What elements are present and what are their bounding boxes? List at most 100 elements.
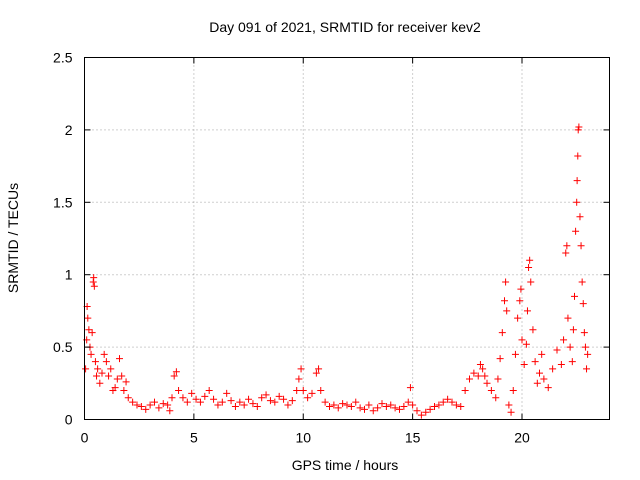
data-point (315, 365, 323, 373)
data-point (557, 360, 565, 368)
data-point (474, 372, 482, 380)
data-point (166, 407, 174, 415)
data-point (356, 404, 364, 412)
data-point (571, 292, 578, 300)
data-point (124, 394, 132, 402)
data-point (330, 401, 338, 409)
data-point (382, 402, 390, 410)
data-point (476, 360, 484, 368)
data-point (321, 398, 329, 406)
data-point (483, 379, 491, 387)
data-point (417, 411, 425, 419)
data-point (540, 375, 548, 383)
data-point (116, 355, 123, 363)
data-point (498, 329, 506, 337)
data-point (509, 387, 517, 395)
data-point (365, 401, 373, 409)
data-point (102, 358, 110, 366)
data-point (205, 387, 213, 395)
data-point (343, 401, 351, 409)
data-point (522, 340, 530, 348)
data-point (511, 350, 519, 358)
data-point (183, 398, 191, 406)
data-point (84, 314, 92, 322)
data-point (531, 358, 539, 366)
data-point (505, 401, 513, 409)
data-point (544, 384, 552, 392)
data-point (526, 256, 534, 264)
data-point (404, 398, 412, 406)
data-point (288, 397, 296, 405)
data-point (129, 398, 137, 406)
y-axis-label: SRMTID / TECUs (5, 183, 21, 293)
data-point (245, 395, 253, 403)
data-point (105, 372, 113, 380)
data-point (387, 401, 395, 409)
data-point (523, 307, 531, 315)
x-tick-label: 0 (81, 430, 89, 446)
data-point (374, 404, 382, 412)
data-point (85, 326, 93, 334)
data-point (579, 300, 587, 308)
data-point (573, 177, 581, 185)
data-point (507, 408, 515, 416)
data-point (87, 350, 95, 358)
data-point (518, 336, 526, 344)
data-point (576, 213, 584, 221)
data-point (496, 355, 504, 363)
data-point (577, 242, 585, 250)
data-point (90, 274, 98, 282)
data-point (461, 387, 469, 395)
data-point (113, 375, 121, 383)
data-point (560, 336, 568, 344)
data-point (196, 398, 204, 406)
data-point (304, 394, 312, 402)
data-point (155, 404, 163, 412)
data-point (82, 365, 90, 373)
data-point (435, 401, 443, 409)
data-point (175, 387, 183, 395)
data-point (369, 407, 377, 415)
data-point (297, 365, 305, 373)
data-point (581, 343, 589, 351)
y-tick-label: 2 (65, 122, 73, 138)
data-point (361, 405, 368, 413)
data-point (111, 384, 119, 392)
data-point (564, 314, 572, 322)
data-point (444, 395, 452, 403)
data-point (457, 402, 465, 410)
data-point (538, 350, 546, 358)
data-point (553, 346, 561, 354)
data-point (549, 365, 557, 373)
data-point (231, 402, 239, 410)
data-point (280, 395, 288, 403)
data-point (563, 242, 571, 250)
data-point (122, 378, 130, 386)
data-point (525, 263, 533, 271)
data-point (536, 369, 543, 377)
data-point (120, 387, 128, 395)
data-point (578, 278, 586, 286)
data-point (413, 407, 421, 415)
data-point (568, 358, 576, 366)
data-point (88, 329, 96, 337)
data-point (583, 365, 591, 373)
data-point (452, 401, 460, 409)
data-point (514, 314, 522, 322)
data-point (487, 387, 495, 395)
data-point (503, 307, 511, 315)
grid (84, 57, 610, 420)
data-point (562, 249, 570, 257)
y-tick-label: 1.5 (53, 194, 73, 210)
data-point (118, 372, 126, 380)
data-point (470, 369, 478, 377)
y-axis: 0 0.5 1 1.5 2 2.5 (53, 50, 610, 428)
data-point (271, 398, 279, 406)
data-point (584, 350, 592, 358)
data-point (249, 400, 257, 408)
chart-title: Day 091 of 2021, SRMTID for receiver kev… (209, 19, 481, 35)
data-point (572, 227, 580, 235)
data-point (90, 282, 98, 290)
data-point (569, 326, 577, 334)
